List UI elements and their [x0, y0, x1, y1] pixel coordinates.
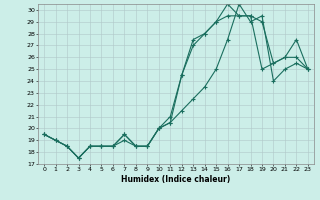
X-axis label: Humidex (Indice chaleur): Humidex (Indice chaleur)	[121, 175, 231, 184]
